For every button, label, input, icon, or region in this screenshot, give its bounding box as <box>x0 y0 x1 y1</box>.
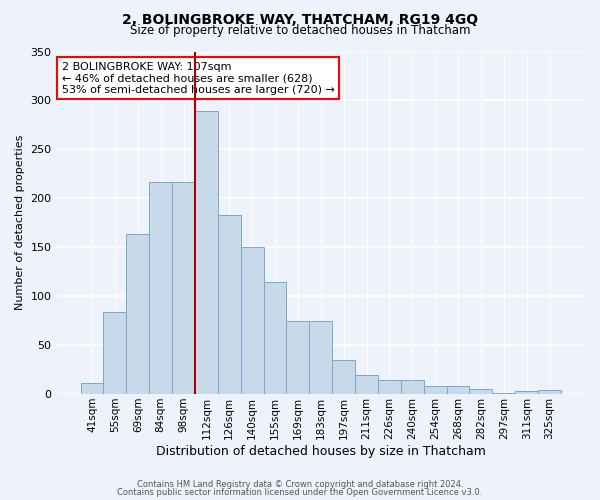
Bar <box>80 384 103 394</box>
Text: Contains public sector information licensed under the Open Government Licence v3: Contains public sector information licen… <box>118 488 482 497</box>
Bar <box>286 320 310 394</box>
Bar <box>103 312 127 394</box>
Text: 2, BOLINGBROKE WAY, THATCHAM, RG19 4GQ: 2, BOLINGBROKE WAY, THATCHAM, RG19 4GQ <box>122 12 478 26</box>
Bar <box>515 391 538 394</box>
X-axis label: Distribution of detached houses by size in Thatcham: Distribution of detached houses by size … <box>156 444 486 458</box>
Bar <box>332 360 355 394</box>
Bar <box>424 386 446 394</box>
Bar <box>263 282 286 394</box>
Bar <box>310 320 332 394</box>
Bar <box>493 393 515 394</box>
Bar <box>446 386 469 394</box>
Bar <box>355 376 378 394</box>
Bar <box>378 380 401 394</box>
Bar <box>172 182 195 394</box>
Y-axis label: Number of detached properties: Number of detached properties <box>15 135 25 310</box>
Bar <box>241 247 263 394</box>
Bar <box>149 182 172 394</box>
Text: Contains HM Land Registry data © Crown copyright and database right 2024.: Contains HM Land Registry data © Crown c… <box>137 480 463 489</box>
Text: 2 BOLINGBROKE WAY: 107sqm
← 46% of detached houses are smaller (628)
53% of semi: 2 BOLINGBROKE WAY: 107sqm ← 46% of detac… <box>62 62 335 95</box>
Bar <box>401 380 424 394</box>
Bar <box>218 215 241 394</box>
Bar <box>195 111 218 394</box>
Bar <box>127 234 149 394</box>
Bar <box>538 390 561 394</box>
Text: Size of property relative to detached houses in Thatcham: Size of property relative to detached ho… <box>130 24 470 37</box>
Bar <box>469 389 493 394</box>
